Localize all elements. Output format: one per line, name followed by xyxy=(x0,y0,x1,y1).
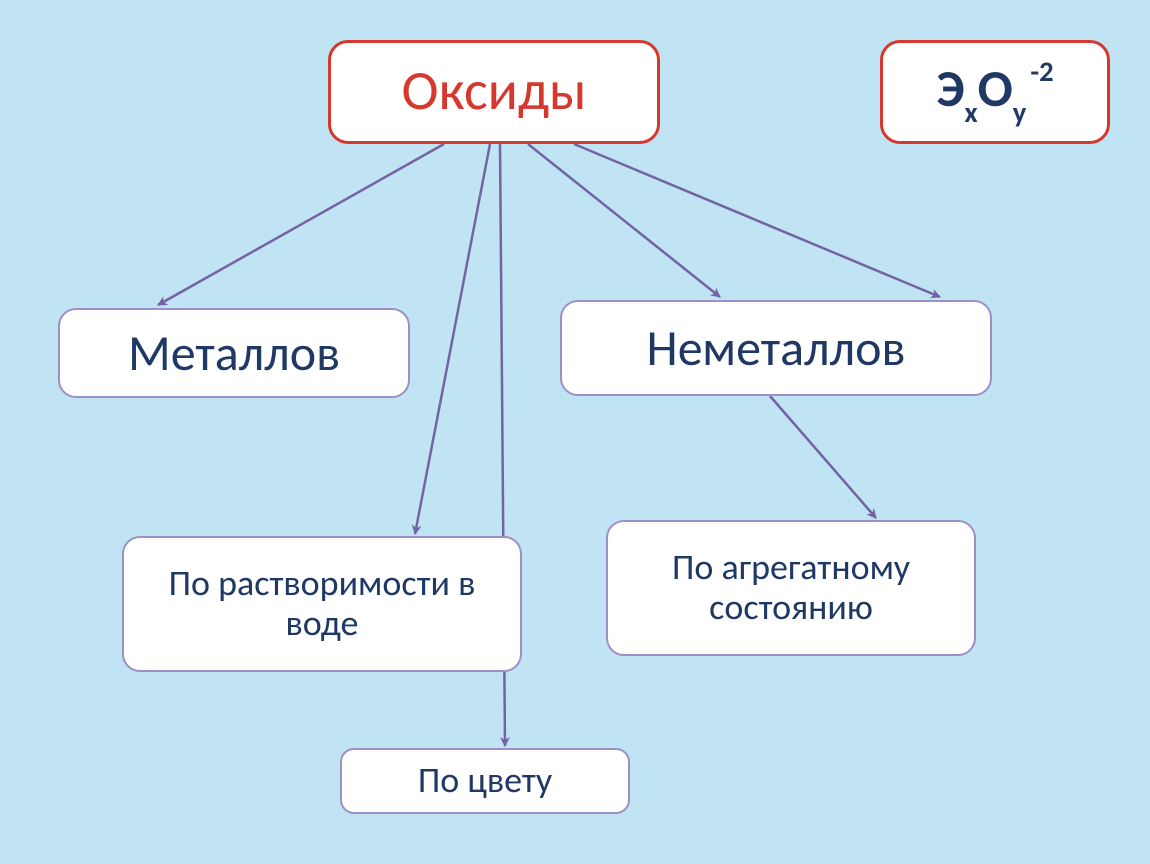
node-label: По растворимости в воде xyxy=(148,564,496,643)
node-label: Неметаллов xyxy=(647,321,906,376)
node-nonmetals: Неметаллов xyxy=(560,300,992,396)
node-label: Оксиды xyxy=(402,61,587,123)
node-label: По цвету xyxy=(418,761,552,801)
node-metals: Металлов xyxy=(58,308,410,398)
formula-sub-x: х xyxy=(964,95,977,130)
node-solubility: По растворимости в воде xyxy=(122,536,522,672)
node-formula: ЭхОу-2 xyxy=(880,40,1110,144)
formula-charge: -2 xyxy=(1030,54,1053,89)
node-label: По агрегатному состоянию xyxy=(632,548,950,627)
node-by-color: По цвету xyxy=(340,748,630,814)
formula-oxygen: О xyxy=(978,56,1013,120)
formula-sub-y: у xyxy=(1013,95,1027,130)
formula-text: ЭхОу-2 xyxy=(936,60,1053,124)
node-oxides-root: Оксиды xyxy=(328,40,660,144)
node-label: Металлов xyxy=(128,326,340,381)
node-aggregate-state: По агрегатному состоянию xyxy=(606,520,976,656)
formula-element: Э xyxy=(936,56,964,120)
